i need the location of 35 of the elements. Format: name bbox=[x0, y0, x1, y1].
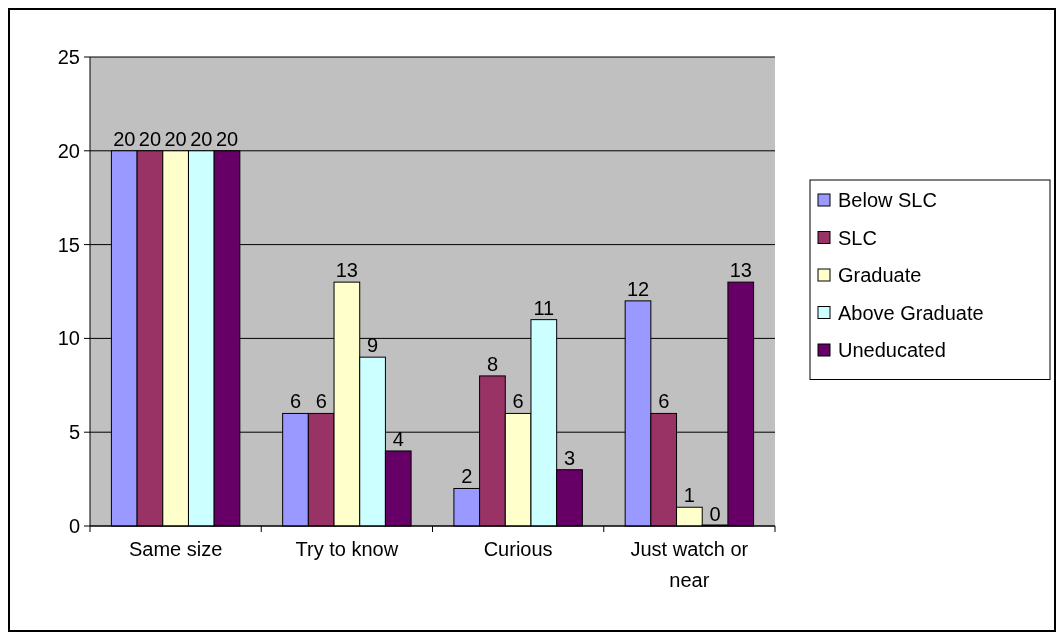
data-label: 4 bbox=[392, 427, 404, 450]
x-tick-label: Same size bbox=[128, 538, 223, 560]
legend-label: Below SLC bbox=[838, 189, 937, 211]
data-label: 20 bbox=[164, 127, 187, 150]
data-label: 2 bbox=[461, 465, 473, 488]
y-tick-label: 15 bbox=[57, 233, 80, 256]
y-tick-label: 5 bbox=[68, 421, 80, 444]
legend-label: Uneducated bbox=[838, 339, 946, 361]
data-label: 11 bbox=[533, 296, 555, 319]
data-label: 12 bbox=[626, 277, 650, 300]
y-tick-label: 0 bbox=[68, 515, 80, 537]
data-label: 6 bbox=[512, 390, 524, 413]
y-tick-label: 25 bbox=[57, 46, 80, 68]
data-label: 6 bbox=[658, 390, 670, 413]
legend-label: Above Graduate bbox=[838, 301, 984, 324]
data-label: 20 bbox=[190, 127, 213, 150]
data-label: 6 bbox=[315, 390, 327, 413]
data-label: 8 bbox=[486, 352, 498, 375]
x-tick-label: Just watch or near bbox=[630, 538, 749, 591]
data-label: 1 bbox=[683, 484, 695, 507]
x-tick-label: Try to know bbox=[295, 538, 399, 560]
data-label: 20 bbox=[113, 127, 136, 150]
data-label: 13 bbox=[729, 259, 752, 282]
data-label: 3 bbox=[563, 446, 576, 469]
data-label: 20 bbox=[215, 127, 239, 150]
data-label: 20 bbox=[138, 127, 162, 150]
data-label: 0 bbox=[709, 503, 721, 525]
data-label: 9 bbox=[367, 334, 379, 357]
y-tick-label: 20 bbox=[57, 139, 80, 162]
y-tick-label: 10 bbox=[57, 327, 80, 350]
data-label: 13 bbox=[335, 259, 358, 282]
x-tick-label: Curious bbox=[483, 538, 553, 560]
legend-label: Graduate bbox=[838, 264, 922, 286]
legend-label: SLC bbox=[838, 226, 877, 249]
data-label: 6 bbox=[289, 390, 302, 413]
